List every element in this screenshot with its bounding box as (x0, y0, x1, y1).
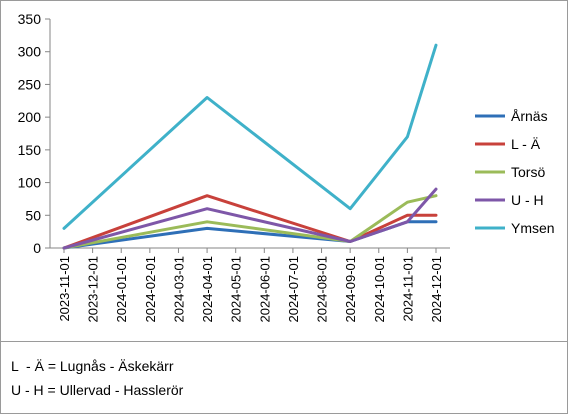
y-tick-label: 200 (18, 109, 42, 125)
x-tick-label: 2024-02-01 (143, 256, 158, 323)
x-tick-label: 2023-11-01 (57, 256, 72, 322)
legend-label: Ymsen (511, 220, 555, 236)
series-line-3 (62, 187, 438, 250)
legend-label: L - Ä (511, 136, 541, 152)
x-tick-label: 2024-01-01 (114, 256, 129, 323)
legend-label: Torsö (511, 164, 545, 180)
legend-label: U - H (511, 192, 544, 208)
x-tick-label: 2024-05-01 (229, 256, 244, 323)
x-tick-label: 2024-03-01 (171, 256, 186, 323)
series-line-4 (62, 43, 438, 230)
y-tick-label: 250 (18, 76, 42, 92)
y-tick-label: 0 (33, 240, 41, 256)
x-tick-label: 2024-09-01 (343, 256, 358, 323)
x-tick-label: 2024-11-01 (400, 256, 415, 322)
y-tick-label: 350 (18, 11, 42, 27)
line-chart: 0 50 100 150 200 250 300 350 2023-11-01 2023-12-0… (18, 11, 555, 323)
x-tick-label: 2024-04-01 (200, 256, 215, 323)
legend-note-l-a: L - Ä = Lugnås - Äskekärr (11, 358, 174, 374)
x-tick-label: 2024-07-01 (286, 256, 301, 323)
chart-area: 0 50 100 150 200 250 300 350 2023-11-01 2023-12-0… (1, 1, 567, 342)
x-tick-label: 2024-12-01 (429, 256, 444, 323)
y-tick-label: 50 (25, 207, 41, 223)
x-tick-label: 2024-06-01 (257, 256, 272, 323)
y-tick-label: 150 (18, 142, 42, 158)
legend-label: Årnäs (511, 108, 548, 124)
x-tick-label: 2023-12-01 (86, 256, 101, 323)
y-tick-label: 300 (18, 44, 42, 60)
series-line-0 (62, 220, 438, 250)
x-tick-label: 2024-10-01 (372, 256, 387, 323)
x-tick-label: 2024-08-01 (315, 256, 330, 323)
legend-note-u-h: U - H = Ullervad - Hasslerör (11, 382, 184, 398)
y-tick-label: 100 (18, 175, 42, 191)
